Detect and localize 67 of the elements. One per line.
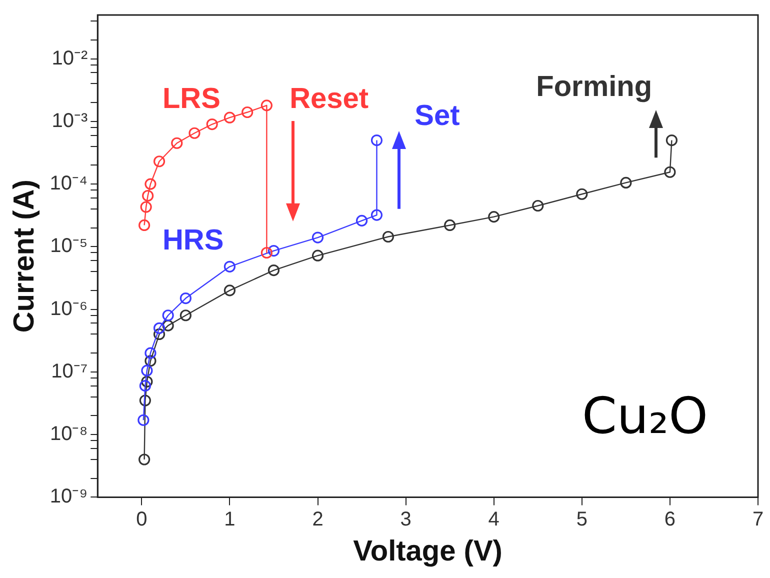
y-tick-label: 10⁻³ [52,110,88,132]
x-tick-label: 0 [136,508,148,531]
y-axis-title: Current (A) [8,180,40,333]
y-tick-label: 10⁻⁴ [50,172,88,195]
x-tick-label: 4 [488,508,500,531]
point [180,292,192,304]
point [144,355,156,367]
point [153,156,166,168]
point [138,454,150,466]
point [171,137,183,149]
x-axis-title: Voltage (V) [353,536,502,568]
point [140,201,152,213]
point [664,166,676,178]
point [153,322,166,334]
point [268,264,280,276]
annotation: Cu₂O [582,387,708,446]
point [312,232,324,244]
point [139,394,151,406]
y-tick-label: 10⁻² [52,47,88,70]
point [666,134,678,146]
point [260,246,272,259]
point [312,250,324,262]
point [138,414,150,426]
point [188,127,200,139]
point [532,200,544,212]
y-tick-label: 10⁻⁵ [50,235,88,258]
y-tick-label: 10⁻⁸ [50,423,88,446]
point [144,347,156,359]
point [382,230,394,243]
point [620,176,632,189]
x-tick-label: 6 [664,508,676,531]
point [162,310,174,322]
point [370,209,383,221]
point [224,260,236,272]
x-tick-label: 5 [576,508,588,531]
point [224,112,236,124]
point [138,219,150,232]
x-tick-label: 1 [224,508,236,531]
point [162,320,174,332]
point [139,380,151,392]
point [370,134,383,146]
series-label: LRS [162,82,220,115]
x-tick-label: 2 [312,508,324,531]
x-tick-label: 3 [400,508,412,531]
series-label: HRS [162,224,224,257]
point [180,310,192,322]
y-tick-label: 10⁻⁹ [50,486,88,508]
y-tick-label: 10⁻⁶ [50,298,88,320]
point [576,188,588,200]
point [142,190,154,202]
y-tick-label: 10⁻⁷ [51,360,88,382]
point [356,214,368,226]
x-tick-label: 7 [752,508,764,531]
annotation: Set [414,100,460,133]
point [242,106,254,118]
point [224,284,236,296]
point [141,364,153,376]
point [488,210,500,223]
point [206,118,218,130]
point [268,244,280,257]
annotation: Forming [536,70,652,104]
annotation: Reset [290,83,369,116]
point [141,376,153,388]
point [153,328,166,340]
point [260,100,272,112]
point [444,219,456,232]
point [144,178,156,190]
